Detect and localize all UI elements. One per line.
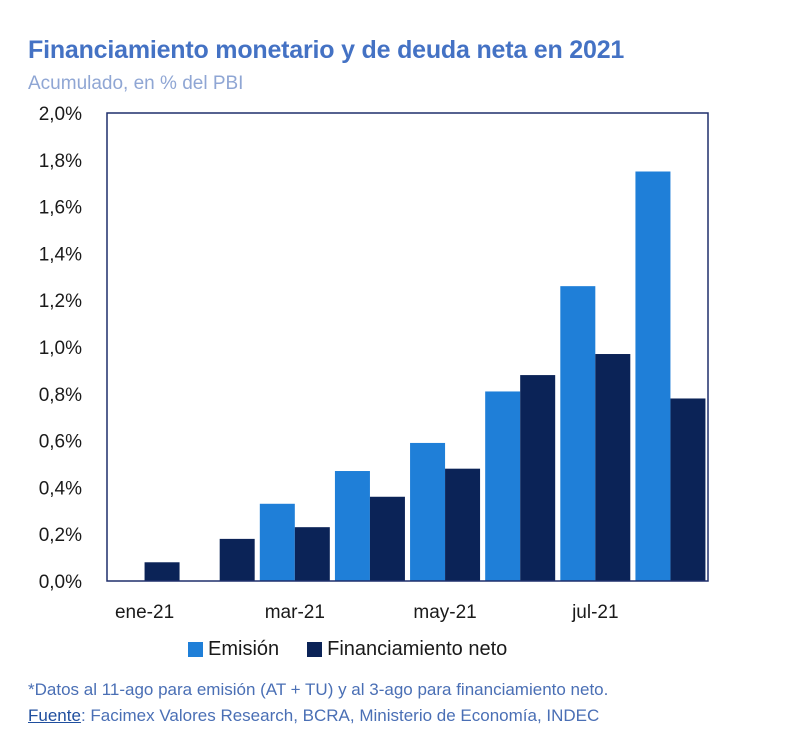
y-tick-label: 1,0%	[39, 338, 82, 359]
bar-financiamiento-mar-21	[294, 527, 330, 581]
bar-financiamiento-ene-21	[144, 562, 180, 581]
bar-emision-ago-21	[635, 171, 671, 581]
legend-item-emision: Emisión	[188, 638, 279, 661]
bar-chart: 0,0% 0,2% 0,4% 0,6% 0,8% 1,0% 1,2% 1,4% 1,6% 1,8%…	[39, 104, 709, 623]
y-tick-label: 1,6%	[39, 198, 82, 219]
legend-swatch-financiamiento	[307, 642, 323, 657]
x-tick-label: jul-21	[571, 602, 618, 623]
chart-subtitle: Acumulado, en % del PBI	[28, 73, 244, 94]
y-tick-label: 0,4%	[39, 478, 82, 499]
legend-swatch-emision	[188, 642, 203, 657]
plot-border	[106, 112, 709, 582]
y-tick-label: 2,0%	[39, 104, 82, 125]
y-tick-label: 1,8%	[39, 151, 82, 172]
y-tick-label: 1,2%	[39, 291, 82, 312]
y-tick-label: 0,0%	[39, 572, 82, 593]
chart-legend: Emisión Financiamiento neto	[188, 638, 535, 661]
y-tick-label: 0,6%	[39, 432, 82, 453]
bar-financiamiento-jul-21	[595, 354, 631, 581]
bar-financiamiento-may-21	[445, 468, 481, 581]
bar-emision-jun-21	[485, 391, 521, 581]
x-tick-label: may-21	[413, 602, 476, 623]
chart-title: Financiamiento monetario y de deuda neta…	[28, 36, 625, 64]
bar-financiamiento-ago-21	[670, 398, 706, 581]
source-line: Fuente: Facimex Valores Research, BCRA, …	[28, 706, 599, 726]
bar-financiamiento-abr-21	[369, 496, 405, 581]
footnote: *Datos al 11-ago para emisión (AT + TU) …	[28, 680, 609, 699]
y-tick-label: 1,4%	[39, 244, 82, 265]
y-tick-label: 0,2%	[39, 525, 82, 546]
source-text: : Facimex Valores Research, BCRA, Minist…	[80, 706, 600, 725]
bar-financiamiento-jun-21	[520, 375, 556, 581]
source-label: Fuente	[28, 706, 81, 725]
bar-emision-jul-21	[560, 286, 596, 581]
legend-label-financiamiento: Financiamiento neto	[327, 638, 508, 660]
x-tick-label: ene-21	[115, 602, 174, 623]
legend-label-emision: Emisión	[208, 638, 280, 660]
y-tick-label: 0,8%	[39, 385, 82, 406]
bar-emision-mar-21	[259, 503, 295, 581]
x-tick-label: mar-21	[265, 602, 325, 623]
bar-emision-abr-21	[334, 471, 370, 581]
bar-emision-may-21	[410, 442, 446, 581]
legend-item-financiamiento: Financiamiento neto	[307, 638, 507, 661]
bar-financiamiento-feb-21	[219, 538, 255, 581]
